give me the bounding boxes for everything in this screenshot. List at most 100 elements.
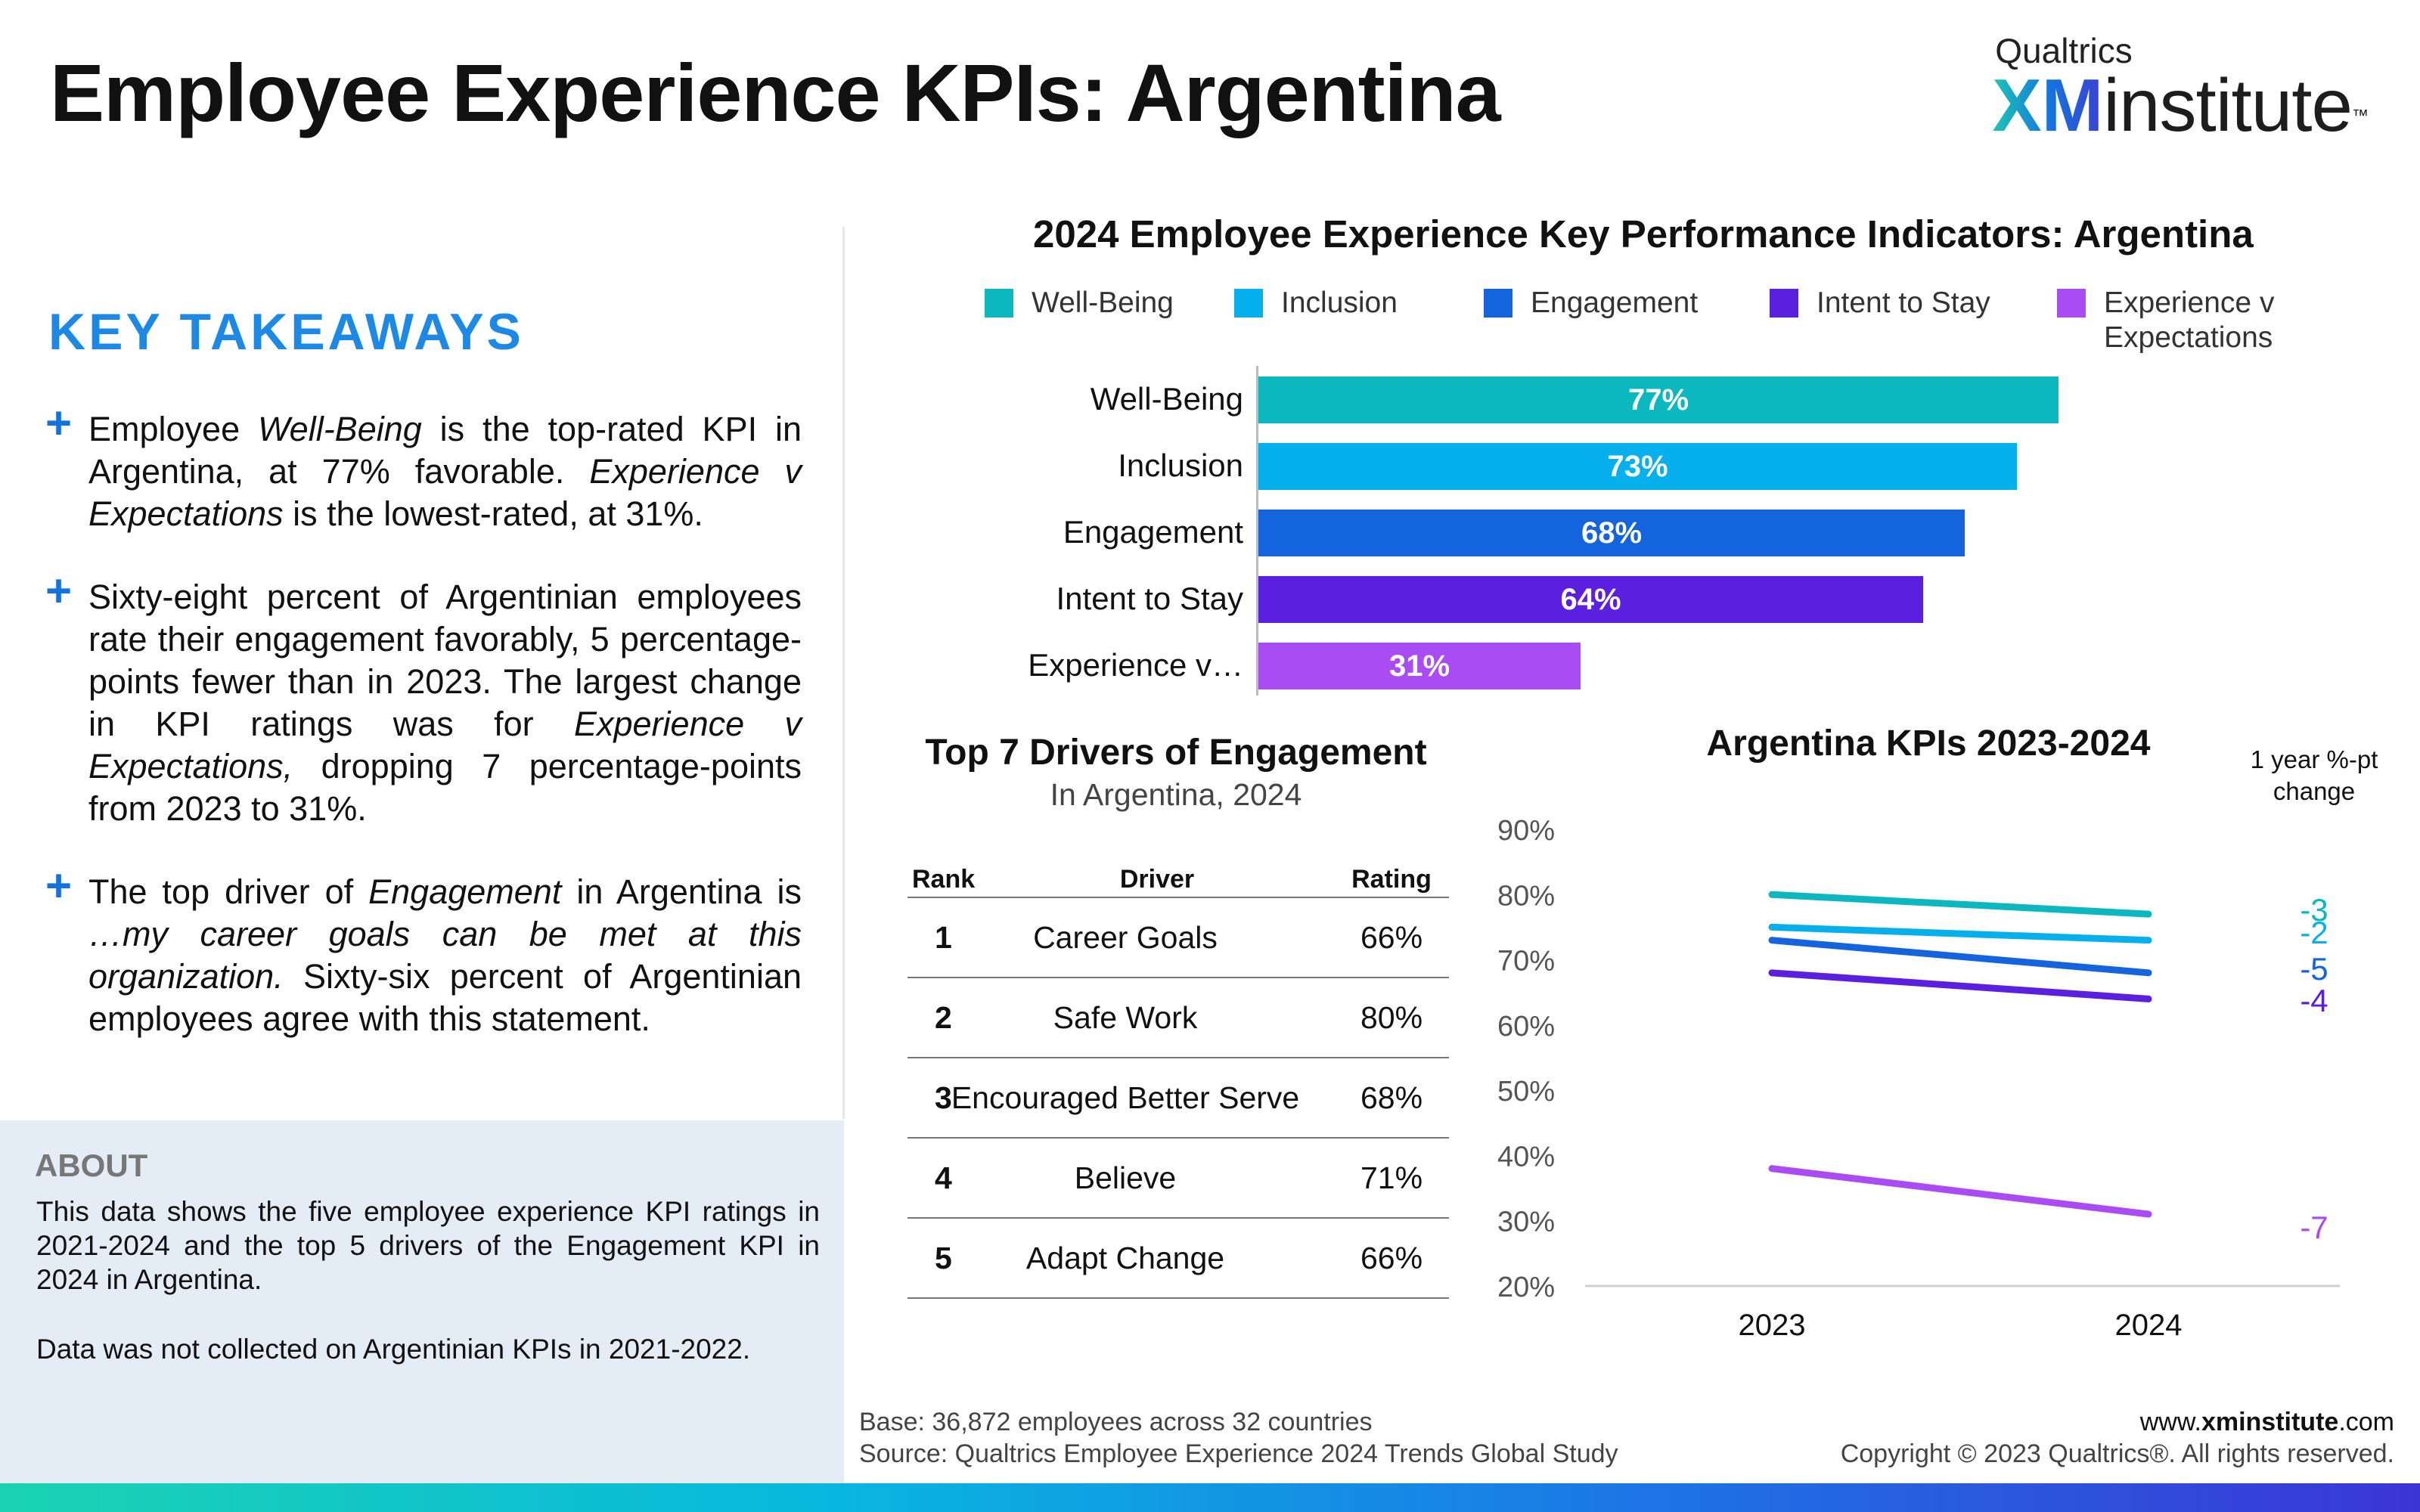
bar-value-label: 64%	[1560, 582, 1621, 616]
bar-category-label: Inclusion	[1118, 448, 1243, 483]
drivers-header-rule	[908, 897, 1449, 898]
driver-rating: 71%	[1360, 1160, 1423, 1195]
driver-rank: 4	[935, 1160, 952, 1195]
legend-item: Intent to Stay	[1770, 286, 1990, 321]
footer-copyright: Copyright © 2023 Qualtrics®. All rights …	[1840, 1439, 2394, 1468]
takeaway-1-part: is the top-rated KPI in Argentina, at 77…	[88, 410, 802, 491]
legend-label-line: Well-Being	[1032, 287, 1174, 319]
drivers-col-rank: Rank	[912, 865, 976, 894]
driver-rank: 5	[935, 1240, 952, 1275]
bar-value-label: 73%	[1607, 449, 1668, 483]
footer-source: Source: Qualtrics Employee Experience 20…	[859, 1439, 1618, 1468]
drivers-subtitle: In Argentina, 2024	[1050, 777, 1302, 812]
series-line-5	[1768, 1165, 2152, 1218]
table-row: 4 Believe 71%	[908, 1139, 1449, 1219]
takeaway-1-part: is the lowest-rated, at 31%.	[283, 494, 703, 533]
legend-label-line: Engagement	[1531, 287, 1699, 319]
y-tick-label: 30%	[1497, 1207, 1555, 1238]
y-tick-label: 40%	[1497, 1141, 1555, 1173]
page-title: Employee Experience KPIs: Argentina	[50, 47, 1501, 138]
takeaway-3-part: Sixty-six percent of Argentinian employe…	[88, 957, 802, 1038]
brand-xm: XM	[1992, 64, 2104, 147]
table-row: 2 Safe Work 80%	[908, 978, 1449, 1058]
legend-item: Inclusion	[1234, 286, 1398, 321]
legend-label-line: Inclusion	[1281, 287, 1398, 319]
footer-url: www.xminstitute.com	[2140, 1408, 2394, 1437]
about-title: ABOUT	[35, 1148, 148, 1183]
footer-url-suffix: .com	[2338, 1408, 2394, 1436]
bar-category-label: Intent to Stay	[1056, 581, 1244, 616]
takeaway-2-part: Sixty-eight percent of Argentinian emplo…	[88, 578, 802, 743]
legend-swatch	[1484, 289, 1512, 318]
plus-icon: +	[45, 565, 73, 616]
driver-name: Adapt Change	[1025, 1240, 1225, 1275]
plus-icon: +	[45, 398, 73, 448]
legend-item: Engagement	[1484, 286, 1698, 321]
driver-rating: 66%	[1360, 919, 1423, 955]
takeaway-3-part: The top driver of	[88, 872, 369, 911]
legend-label: Well-Being	[1032, 286, 1174, 321]
driver-name: Safe Work	[1053, 999, 1198, 1035]
takeaway-3-part: in Argentina is	[561, 872, 802, 911]
drivers-col-rating: Rating	[1351, 865, 1432, 894]
legend-label: Experience v Expectations	[2104, 286, 2274, 355]
footer-url-prefix: www.	[2139, 1408, 2201, 1436]
series-line-2	[1768, 923, 2152, 944]
bar-1: 77%	[1258, 376, 2059, 423]
bar-chart-title: 2024 Employee Experience Key Performance…	[1033, 212, 2254, 256]
change-label: -3	[2300, 892, 2328, 928]
bar-value-label: 31%	[1388, 649, 1450, 683]
legend-label-line: Experience v	[2104, 287, 2275, 319]
table-row: 1 Career Goals 66%	[908, 898, 1449, 978]
bar-category-label: Well-Being	[1090, 381, 1243, 417]
legend-item: Well-Being	[985, 286, 1174, 321]
bar-2: 73%	[1258, 443, 2017, 490]
legend-label: Intent to Stay	[1817, 286, 1990, 321]
brand-tm: ™	[2352, 106, 2369, 125]
legend-label: Inclusion	[1281, 286, 1398, 321]
takeaway-3: + The top driver of Engagement in Argent…	[45, 863, 802, 1040]
driver-name: Encouraged Better Serve	[951, 1080, 1300, 1115]
legend-swatch	[1234, 289, 1263, 318]
takeaway-3-text: The top driver of Engagement in Argentin…	[88, 871, 802, 1040]
y-tick-label: 20%	[1497, 1272, 1555, 1303]
takeaway-3-em: …my career goals can be met at this orga…	[88, 915, 802, 996]
takeaway-1: + Employee Well-Being is the top-rated K…	[45, 401, 802, 535]
drivers-title: Top 7 Drivers of Engagement	[925, 733, 1427, 773]
table-row: 5 Adapt Change 66%	[908, 1219, 1449, 1299]
about-note: Data was not collected on Argentinian KP…	[36, 1334, 751, 1365]
bar-category-label: Experience v…	[1028, 647, 1243, 683]
y-tick-label: 60%	[1497, 1011, 1555, 1043]
takeaway-3-em: Engagement	[368, 872, 562, 911]
driver-rating: 68%	[1360, 1080, 1423, 1115]
bar-3: 68%	[1258, 510, 1965, 556]
legend-item: Experience v Expectations	[2057, 286, 2274, 355]
takeaway-2: + Sixty-eight percent of Argentinian emp…	[45, 569, 802, 830]
legend-swatch	[2057, 289, 2086, 318]
series-line-4	[1768, 969, 2152, 1002]
change-label: -5	[2300, 951, 2328, 987]
takeaway-2-part: dropping 7 percentage-points from 2023 t…	[88, 747, 802, 828]
footer-base: Base: 36,872 employees across 32 countri…	[859, 1408, 1373, 1436]
about-panel	[0, 1120, 844, 1483]
takeaway-1-text: Employee Well-Being is the top-rated KPI…	[88, 408, 802, 535]
brand-qualtrics: Qualtrics	[1995, 31, 2133, 70]
driver-rating: 80%	[1360, 999, 1423, 1035]
driver-rank: 3	[935, 1080, 952, 1115]
y-tick-label: 50%	[1497, 1076, 1555, 1108]
change-label: -7	[2300, 1210, 2328, 1245]
y-tick-label: 80%	[1497, 880, 1555, 912]
change-column-title: 1 year %-pt change	[2250, 745, 2378, 805]
bottom-gradient-bar	[0, 1483, 2420, 1512]
brand-institute: institute	[2103, 64, 2353, 147]
bar-value-label: 68%	[1581, 516, 1643, 550]
change-label: -4	[2300, 983, 2328, 1018]
legend-swatch	[1770, 289, 1798, 318]
change-label: -2	[2300, 915, 2328, 950]
x-tick-label: 2023	[1739, 1309, 1806, 1342]
driver-name: Believe	[1074, 1160, 1177, 1195]
bar-chart-axis	[1256, 366, 1258, 696]
takeaway-1-part: Employee	[88, 410, 259, 448]
takeaway-1-em: Experience v Expectations	[88, 452, 802, 533]
bar-5: 31%	[1258, 643, 1581, 689]
